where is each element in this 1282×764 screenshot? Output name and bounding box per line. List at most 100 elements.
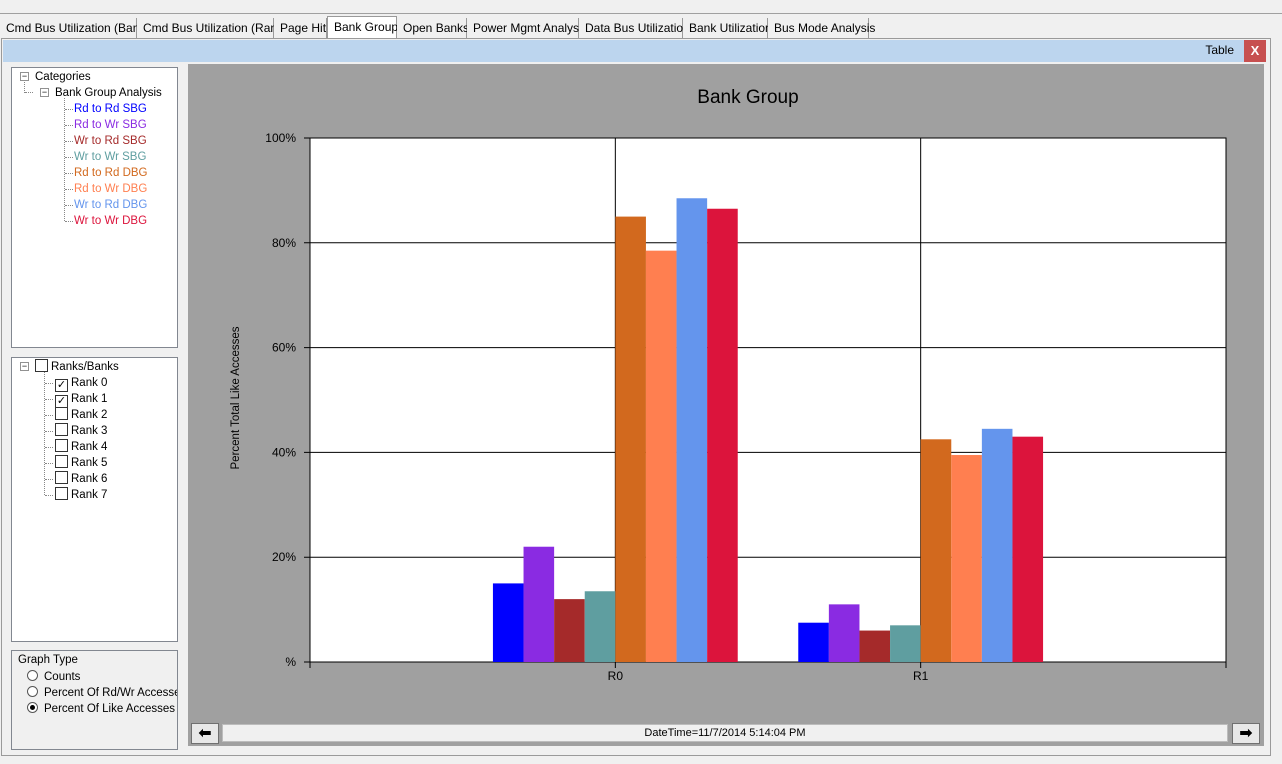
bar-chart: R0 R1% 20% 40% 60% 80% 100% Bank Group Percent T… [230, 87, 1227, 683]
arrow-left-icon: ⬅ [198, 725, 212, 742]
tab-cmd-bus-utilization-rank[interactable]: Cmd Bus Utilization (Rank) [137, 18, 287, 38]
y-tick-label: % [285, 655, 296, 669]
bar [645, 250, 677, 662]
rank-label: Rank 4 [71, 441, 108, 453]
ranks-root-label: Ranks/Banks [51, 361, 119, 373]
tab-bus-mode-analysis[interactable]: Bus Mode Analysis [768, 18, 875, 38]
x-tick-label: R0 [608, 669, 624, 683]
bar [828, 604, 860, 662]
graph-type-option[interactable]: Percent Of Like Accesses [27, 701, 177, 717]
category-item[interactable]: Wr to Rd SBG [74, 135, 147, 147]
tab-bank-group[interactable]: Bank Group [327, 16, 398, 38]
bar [554, 599, 585, 662]
rank-label: Rank 2 [71, 409, 108, 421]
datetime-track[interactable]: DateTime=11/7/2014 5:14:04 PM [222, 724, 1228, 742]
ranks-root-checkbox[interactable] [35, 359, 48, 372]
plot-area [309, 137, 1227, 663]
rank-item[interactable]: Rank 3 [55, 423, 107, 439]
y-axis-label: Percent Total Like Accesses [230, 326, 242, 469]
rank-item[interactable]: Rank 6 [55, 471, 107, 487]
graph-type-title: Graph Type [18, 654, 78, 666]
next-arrow-button[interactable]: ➡ [1232, 723, 1260, 744]
tab-cmd-bus-utilization-bank[interactable]: Cmd Bus Utilization (Bank) [0, 18, 149, 38]
y-tick-label: 80% [272, 236, 296, 250]
rank-item[interactable]: Rank 7 [55, 487, 107, 503]
chart-title-bar: Table X [3, 40, 1266, 62]
tab-data-bus-utilization[interactable]: Data Bus Utilization [579, 18, 690, 38]
unchecked-checkbox-icon[interactable] [55, 471, 68, 484]
category-item[interactable]: Rd to Rd DBG [74, 167, 148, 179]
bar [707, 208, 738, 663]
collapse-icon[interactable]: − [20, 71, 29, 81]
ranks-tree: − Ranks/Banks ✓ Rank 0 ✓ Rank 1 Rank 2 Rank 3… [11, 357, 178, 642]
bar [798, 622, 829, 662]
bar [523, 546, 555, 662]
graph-type-label: Counts [44, 671, 81, 683]
collapse-icon[interactable]: − [20, 361, 29, 371]
bar [981, 428, 1013, 662]
rank-item[interactable]: ✓ Rank 1 [55, 391, 108, 408]
y-tick-label: 20% [272, 550, 296, 564]
bar [676, 198, 708, 662]
bar [615, 216, 646, 662]
window-top-strip [0, 0, 1282, 14]
x-tick-label: R1 [913, 669, 929, 683]
bar [890, 625, 921, 662]
category-item[interactable]: Rd to Rd SBG [74, 103, 147, 115]
tab-bank-utilization[interactable]: Bank Utilization [683, 18, 772, 38]
tab-open-banks[interactable]: Open Banks [397, 18, 469, 38]
graph-type-label: Percent Of Rd/Wr Accesses [44, 687, 177, 699]
unchecked-checkbox-icon[interactable] [55, 439, 68, 452]
bar [859, 630, 891, 662]
rank-item[interactable]: Rank 4 [55, 439, 107, 455]
y-tick-label: 100% [265, 131, 296, 145]
bar [920, 439, 952, 662]
rank-label: Rank 0 [71, 377, 108, 389]
graph-type-option[interactable]: Counts [27, 669, 177, 685]
category-item[interactable]: Rd to Wr DBG [74, 183, 148, 195]
rank-label: Rank 3 [71, 425, 108, 437]
rank-item[interactable]: Rank 5 [55, 455, 107, 471]
y-tick-label: 60% [272, 341, 296, 355]
tree-node-ranks-banks[interactable]: Ranks/Banks [35, 359, 119, 375]
rank-item[interactable]: ✓ Rank 0 [55, 375, 108, 392]
checked-checkbox-icon[interactable]: ✓ [55, 379, 68, 392]
bar [584, 591, 616, 662]
rank-item[interactable]: Rank 2 [55, 407, 107, 423]
table-button[interactable]: Table [1205, 43, 1234, 57]
category-item[interactable]: Wr to Wr SBG [74, 151, 147, 163]
unchecked-checkbox-icon[interactable] [55, 423, 68, 436]
tab-bar: Cmd Bus Utilization (Bank) Cmd Bus Utiliz… [0, 16, 1282, 38]
tree-node-bank-group-analysis[interactable]: Bank Group Analysis [55, 87, 162, 99]
tab-power-mgmt-analysis[interactable]: Power Mgmt Analysis [467, 18, 588, 38]
bar [951, 455, 982, 662]
tab-page-hit[interactable]: Page Hit [274, 18, 327, 38]
radio-selected-icon[interactable] [27, 702, 38, 713]
graph-type-group: Graph Type Counts Percent Of Rd/Wr Access… [11, 650, 178, 750]
rank-label: Rank 5 [71, 457, 108, 469]
category-item[interactable]: Wr to Wr DBG [74, 215, 148, 227]
graph-type-option[interactable]: Percent Of Rd/Wr Accesses [27, 685, 177, 701]
radio-icon[interactable] [27, 686, 38, 697]
tree-node-categories[interactable]: Categories [35, 71, 91, 83]
unchecked-checkbox-icon[interactable] [55, 455, 68, 468]
rank-label: Rank 6 [71, 473, 108, 485]
bar [1012, 436, 1044, 662]
graph-type-label: Percent Of Like Accesses [44, 703, 176, 715]
prev-arrow-button[interactable]: ⬅ [191, 723, 219, 744]
close-button[interactable]: X [1244, 40, 1266, 62]
time-scrollbar: ⬅ DateTime=11/7/2014 5:14:04 PM ➡ [188, 720, 1264, 746]
y-tick-label: 40% [272, 445, 296, 459]
collapse-icon[interactable]: − [40, 87, 49, 97]
unchecked-checkbox-icon[interactable] [55, 407, 68, 420]
category-item[interactable]: Wr to Rd DBG [74, 199, 148, 211]
radio-icon[interactable] [27, 670, 38, 681]
arrow-right-icon: ➡ [1239, 725, 1253, 742]
unchecked-checkbox-icon[interactable] [55, 487, 68, 500]
chart-title: Bank Group [697, 87, 798, 108]
category-item[interactable]: Rd to Wr SBG [74, 119, 147, 131]
rank-label: Rank 7 [71, 489, 108, 501]
rank-label: Rank 1 [71, 393, 108, 405]
bar [492, 583, 524, 662]
categories-tree: − Categories − Bank Group Analysis Rd to… [11, 67, 178, 348]
